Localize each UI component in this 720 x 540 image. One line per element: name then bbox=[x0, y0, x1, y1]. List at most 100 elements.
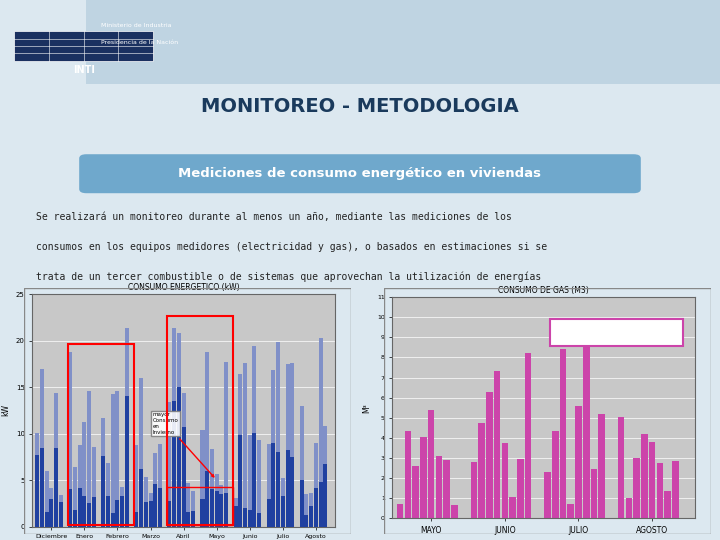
Title: CONSUMO DE GAS (M3): CONSUMO DE GAS (M3) bbox=[498, 286, 589, 295]
Bar bbox=[314, 443, 318, 526]
Bar bbox=[271, 443, 275, 526]
Bar bbox=[111, 512, 114, 526]
Bar bbox=[148, 501, 153, 526]
Bar bbox=[168, 402, 171, 526]
Bar bbox=[120, 496, 124, 526]
Bar bbox=[649, 442, 655, 518]
Y-axis label: kW: kW bbox=[1, 404, 10, 416]
Text: Mediciones de consumo energético en viviendas: Mediciones de consumo energético en vivi… bbox=[179, 167, 541, 180]
Bar bbox=[567, 504, 574, 518]
Bar bbox=[87, 390, 91, 526]
Bar bbox=[35, 433, 39, 526]
Bar bbox=[494, 371, 500, 518]
Bar bbox=[575, 406, 582, 518]
Bar bbox=[14, 31, 153, 60]
Text: TOTAL: 10⁴ M³: TOTAL: 10⁴ M³ bbox=[586, 328, 647, 337]
Bar bbox=[405, 431, 411, 518]
Bar bbox=[300, 407, 304, 526]
Bar bbox=[257, 514, 261, 526]
Bar bbox=[248, 510, 252, 526]
Bar bbox=[45, 512, 48, 526]
Bar bbox=[220, 485, 223, 526]
Bar bbox=[210, 489, 214, 526]
Bar bbox=[177, 387, 181, 526]
Bar bbox=[73, 510, 77, 526]
Bar bbox=[153, 484, 157, 526]
Bar bbox=[102, 456, 105, 526]
Bar bbox=[220, 494, 223, 526]
Bar bbox=[210, 449, 214, 526]
Bar bbox=[135, 512, 138, 526]
Bar bbox=[436, 456, 442, 518]
Bar bbox=[200, 430, 204, 526]
Bar bbox=[309, 493, 313, 526]
Bar bbox=[167, 488, 233, 525]
Bar bbox=[40, 448, 44, 526]
Bar bbox=[92, 447, 96, 526]
Bar bbox=[672, 461, 679, 518]
Bar bbox=[224, 493, 228, 526]
Bar bbox=[266, 499, 271, 526]
Bar bbox=[148, 492, 153, 526]
Bar bbox=[191, 511, 195, 526]
Text: consumos en los equipos medidores (electricidad y gas), o basados en estimacione: consumos en los equipos medidores (elect… bbox=[36, 241, 547, 252]
Bar bbox=[290, 457, 294, 526]
Bar bbox=[420, 437, 427, 518]
Bar bbox=[478, 423, 485, 518]
Bar bbox=[243, 508, 247, 526]
Bar bbox=[120, 487, 124, 526]
Bar bbox=[92, 497, 96, 526]
Bar bbox=[544, 472, 551, 518]
Bar bbox=[233, 498, 238, 526]
Bar bbox=[290, 362, 294, 526]
Bar bbox=[86, 0, 720, 84]
Bar bbox=[224, 362, 228, 526]
Bar bbox=[139, 469, 143, 526]
Bar bbox=[626, 498, 632, 518]
Bar bbox=[300, 480, 304, 526]
Text: mayor
Consumo
en
Invierno: mayor Consumo en Invierno bbox=[153, 412, 214, 477]
Bar bbox=[238, 435, 243, 526]
Bar bbox=[186, 512, 190, 526]
Bar bbox=[305, 494, 308, 526]
Text: Ministerio de Industria: Ministerio de Industria bbox=[101, 23, 171, 29]
Bar bbox=[106, 463, 110, 526]
Bar bbox=[78, 488, 81, 526]
Bar bbox=[552, 431, 559, 518]
Bar bbox=[186, 483, 190, 526]
Bar bbox=[559, 349, 567, 518]
Bar bbox=[177, 333, 181, 526]
Bar bbox=[590, 469, 598, 518]
Bar bbox=[115, 392, 120, 526]
Bar bbox=[314, 488, 318, 526]
Bar bbox=[238, 374, 243, 526]
Bar bbox=[618, 417, 624, 518]
Y-axis label: M³: M³ bbox=[362, 403, 372, 413]
Bar bbox=[598, 415, 605, 518]
Bar bbox=[59, 495, 63, 526]
Bar bbox=[451, 505, 458, 518]
Bar bbox=[657, 463, 663, 518]
Bar bbox=[665, 491, 671, 518]
Bar bbox=[286, 450, 289, 526]
Title: CONSUMO ENERGETICO (kW): CONSUMO ENERGETICO (kW) bbox=[127, 283, 240, 292]
Bar bbox=[168, 501, 171, 526]
Bar bbox=[205, 471, 210, 526]
Bar bbox=[144, 502, 148, 526]
Bar bbox=[205, 353, 210, 526]
Text: MONITOREO - METODOLOGIA: MONITOREO - METODOLOGIA bbox=[201, 97, 519, 116]
Bar bbox=[305, 515, 308, 526]
Bar bbox=[68, 343, 134, 525]
Bar bbox=[444, 460, 450, 518]
Bar bbox=[502, 443, 508, 518]
Bar bbox=[323, 426, 328, 526]
Bar bbox=[215, 474, 219, 526]
Bar bbox=[45, 471, 48, 526]
Bar bbox=[191, 491, 195, 526]
Bar bbox=[167, 316, 233, 525]
Bar bbox=[200, 499, 204, 526]
Bar bbox=[68, 352, 72, 526]
Bar bbox=[281, 496, 285, 526]
Bar bbox=[286, 364, 289, 526]
Bar bbox=[54, 393, 58, 526]
